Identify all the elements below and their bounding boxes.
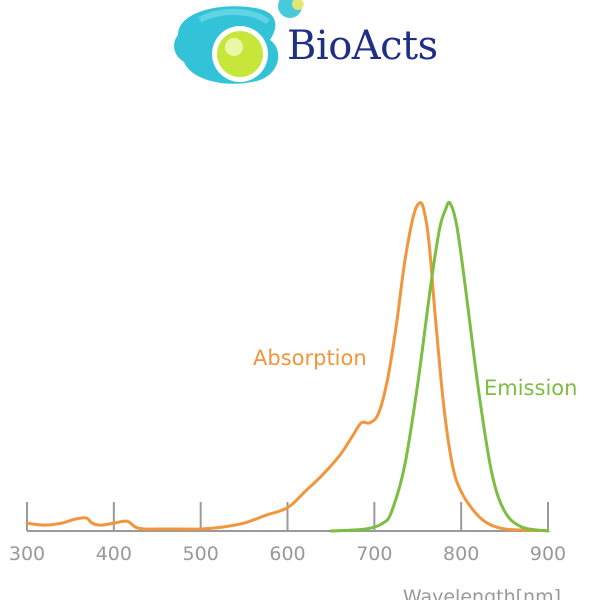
x-tick-label: 400 — [96, 543, 132, 565]
x-tick-label: 800 — [443, 543, 479, 565]
series-group — [25, 200, 550, 533]
x-tick-label: 600 — [269, 543, 305, 565]
x-axis: 300 400 500 600 700 800 900 Wavelength[nm] — [9, 502, 566, 600]
logo-mark-icon — [174, 0, 304, 84]
x-tick-label: 500 — [183, 543, 219, 565]
x-axis-label: Wavelength[nm] — [403, 586, 561, 600]
emission-series-label: Emission — [484, 376, 577, 400]
x-tick-label: 900 — [530, 543, 566, 565]
absorption-series-line — [25, 201, 550, 533]
logo-text: BioActs — [287, 23, 438, 69]
emission-series-line — [329, 200, 550, 533]
x-tick-label: 300 — [9, 543, 45, 565]
label-group: Absorption Emission — [253, 346, 577, 400]
x-tick-label: 700 — [356, 543, 392, 565]
bioacts-logo — [174, 0, 304, 84]
absorption-series-label: Absorption — [253, 346, 367, 370]
